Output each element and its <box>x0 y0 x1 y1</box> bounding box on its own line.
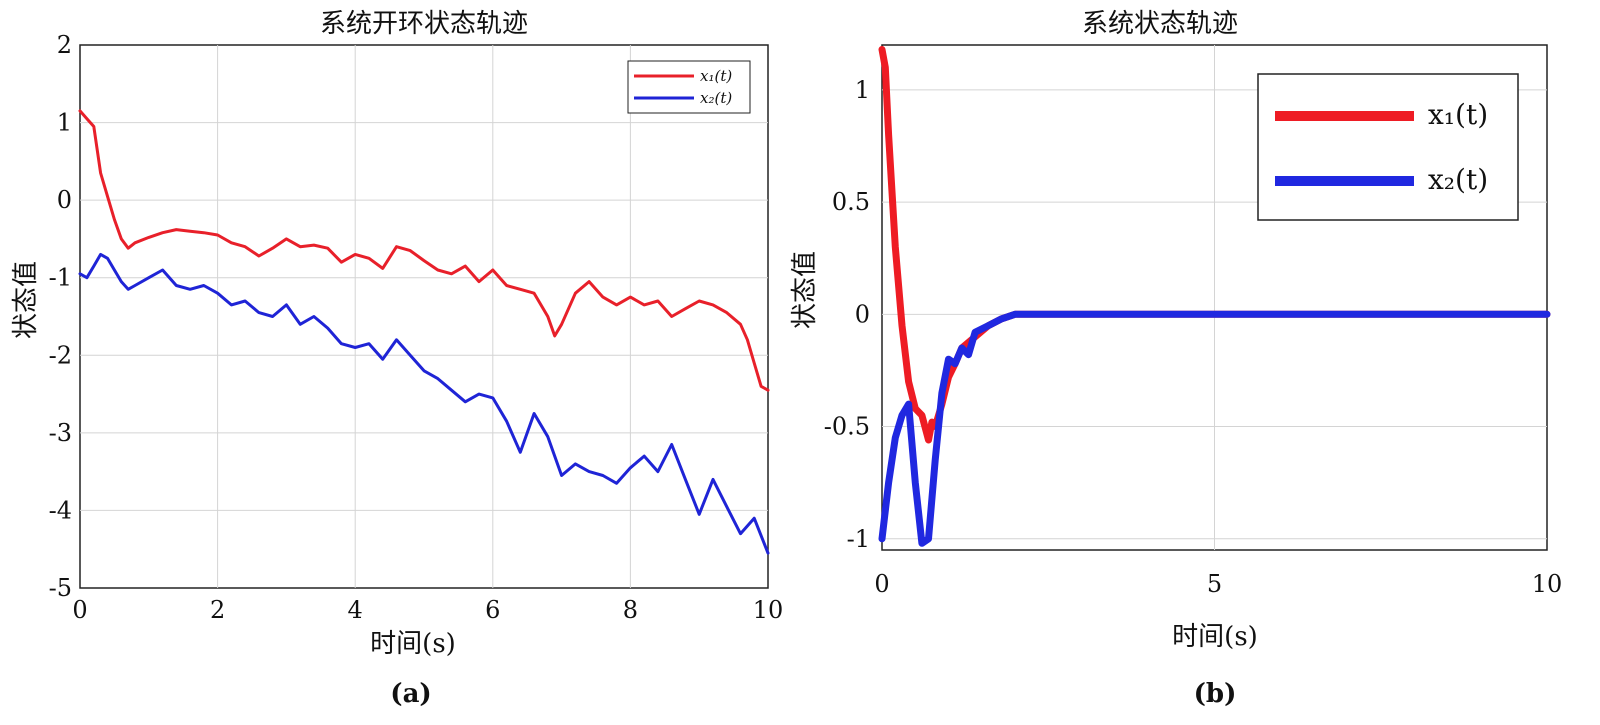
chart-b-legend-label-x2: x₂(t) <box>1428 163 1488 196</box>
chart-b-series-2-line <box>878 310 1551 547</box>
chart-b-xtick-1: 5 <box>1207 570 1222 598</box>
chart-b-xlabel: 时间(s) <box>1172 622 1258 652</box>
chart-a-grid <box>80 45 768 588</box>
chart-a-xtick-4: 8 <box>623 596 638 624</box>
chart-b-ytick-4: -1 <box>847 525 870 553</box>
chart-a-xlabel: 时间(s) <box>370 629 456 659</box>
chart-a-series-2-line <box>78 252 770 555</box>
chart-a-series-1-line <box>78 109 770 392</box>
chart-a-xtick-0: 0 <box>72 596 87 624</box>
chart-b-ytick-2: 0 <box>855 300 870 328</box>
chart-a-ytick-7: -5 <box>49 574 72 602</box>
chart-a-xtick-2: 4 <box>348 596 363 624</box>
chart-a-ytick-1: 1 <box>57 109 72 137</box>
chart-b-title: 系统状态轨迹 <box>1082 9 1238 39</box>
chart-a-xtick-3: 6 <box>485 596 500 624</box>
chart-b-xtick-2: 10 <box>1532 570 1563 598</box>
chart-b-legend-label-x1: x₁(t) <box>1428 98 1488 131</box>
chart-a-xtick-1: 2 <box>210 596 225 624</box>
chart-a-caption: (a) <box>390 679 431 709</box>
chart-b-lines <box>878 46 1551 547</box>
chart-a-plot-area <box>79 44 769 589</box>
chart-b-legend: x₁(t) x₂(t) <box>1257 73 1519 221</box>
chart-b-ytick-3: -0.5 <box>824 413 870 441</box>
chart-a-ytick-4: -2 <box>49 341 72 369</box>
chart-b-ytick-0: 1 <box>855 76 870 104</box>
chart-b-ytick-1: 0.5 <box>832 188 870 216</box>
chart-a-ytick-2: 0 <box>57 186 72 214</box>
chart-a-legend: x₁(t) x₂(t) <box>627 60 751 114</box>
chart-a-title: 系统开环状态轨迹 <box>320 9 528 39</box>
chart-a-ytick-6: -4 <box>49 496 72 524</box>
chart-b-legend-box <box>1257 73 1519 221</box>
chart-a-lines <box>78 109 770 555</box>
chart-b: 0 5 10 1 0.5 0 -0.5 -1 系统状态轨迹 时间(s) 状态值 (b) x₁(… <box>790 9 1562 709</box>
chart-a-legend-label-x2: x₂(t) <box>700 89 732 107</box>
chart-a-ylabel: 状态值 <box>11 261 41 339</box>
chart-b-ticks: 0 5 10 1 0.5 0 -0.5 -1 <box>824 76 1563 598</box>
chart-b-ylabel: 状态值 <box>790 251 820 329</box>
chart-a-legend-label-x1: x₁(t) <box>700 67 732 85</box>
chart-a-xtick-5: 10 <box>753 596 784 624</box>
chart-b-caption: (b) <box>1194 679 1237 709</box>
chart-a-ytick-5: -3 <box>49 419 72 447</box>
chart-a-ytick-0: 2 <box>57 31 72 59</box>
chart-b-xtick-0: 0 <box>874 570 889 598</box>
chart-a-ytick-3: -1 <box>49 264 72 292</box>
chart-a-legend-box <box>627 60 751 114</box>
